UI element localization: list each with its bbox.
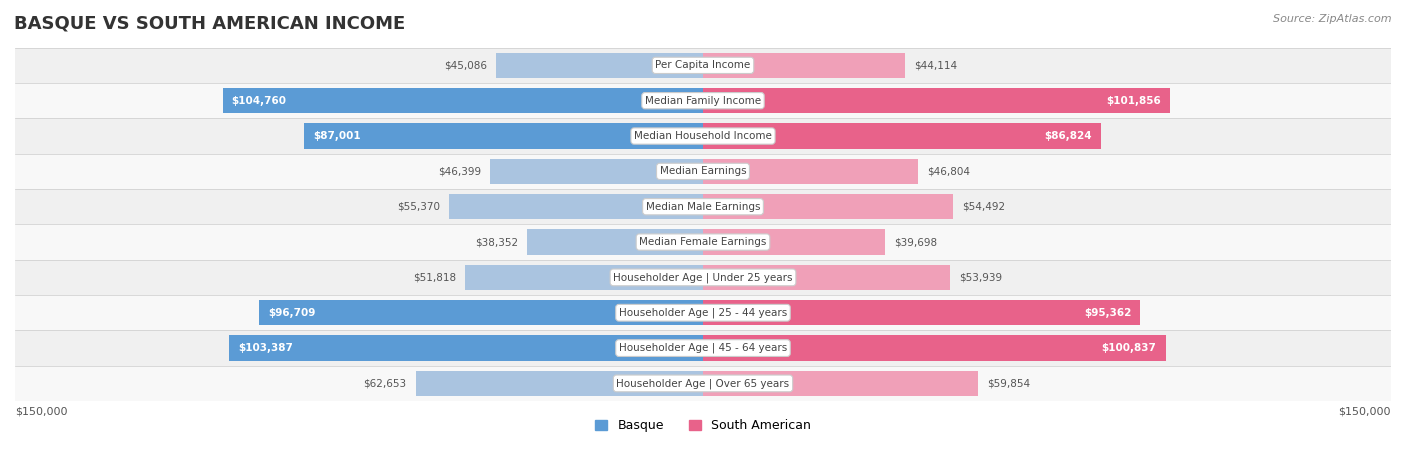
Text: $53,939: $53,939 [959, 272, 1002, 283]
Text: $100,837: $100,837 [1101, 343, 1156, 353]
Bar [222, 88, 703, 113]
Text: Source: ZipAtlas.com: Source: ZipAtlas.com [1274, 14, 1392, 24]
Text: Median Female Earnings: Median Female Earnings [640, 237, 766, 247]
Text: $46,804: $46,804 [927, 166, 970, 177]
Bar [15, 331, 1391, 366]
Bar [229, 335, 703, 361]
Bar [15, 48, 1391, 83]
Bar [703, 335, 1166, 361]
Bar [703, 300, 1140, 325]
Bar [449, 194, 703, 219]
Text: $45,086: $45,086 [444, 60, 486, 71]
Text: Median Earnings: Median Earnings [659, 166, 747, 177]
Text: $39,698: $39,698 [894, 237, 938, 247]
Bar [15, 154, 1391, 189]
Text: $87,001: $87,001 [314, 131, 361, 141]
Bar [703, 88, 1170, 113]
Bar [491, 159, 703, 184]
Bar [15, 295, 1391, 331]
Text: $44,114: $44,114 [914, 60, 957, 71]
Bar [15, 118, 1391, 154]
Text: $96,709: $96,709 [269, 308, 316, 318]
Text: BASQUE VS SOUTH AMERICAN INCOME: BASQUE VS SOUTH AMERICAN INCOME [14, 14, 405, 32]
Bar [527, 229, 703, 255]
Text: $103,387: $103,387 [238, 343, 292, 353]
Text: $104,760: $104,760 [232, 96, 287, 106]
Text: $86,824: $86,824 [1045, 131, 1092, 141]
Text: Median Male Earnings: Median Male Earnings [645, 202, 761, 212]
Text: $55,370: $55,370 [396, 202, 440, 212]
Text: Householder Age | Under 25 years: Householder Age | Under 25 years [613, 272, 793, 283]
Bar [15, 224, 1391, 260]
Text: Householder Age | 45 - 64 years: Householder Age | 45 - 64 years [619, 343, 787, 354]
Text: $95,362: $95,362 [1084, 308, 1132, 318]
Bar [15, 366, 1391, 401]
Bar [496, 53, 703, 78]
Text: $150,000: $150,000 [15, 406, 67, 417]
Bar [703, 123, 1101, 149]
Bar [703, 265, 950, 290]
Text: $54,492: $54,492 [962, 202, 1005, 212]
Text: $59,854: $59,854 [987, 378, 1029, 389]
Legend: Basque, South American: Basque, South American [589, 414, 817, 437]
Text: Per Capita Income: Per Capita Income [655, 60, 751, 71]
Bar [15, 83, 1391, 118]
Bar [416, 371, 703, 396]
Text: $51,818: $51,818 [413, 272, 456, 283]
Bar [703, 159, 918, 184]
Text: Median Family Income: Median Family Income [645, 96, 761, 106]
Text: $38,352: $38,352 [475, 237, 517, 247]
Text: Householder Age | 25 - 44 years: Householder Age | 25 - 44 years [619, 307, 787, 318]
Text: Householder Age | Over 65 years: Householder Age | Over 65 years [616, 378, 790, 389]
Text: $46,399: $46,399 [437, 166, 481, 177]
Bar [703, 53, 905, 78]
Bar [703, 371, 977, 396]
Text: $101,856: $101,856 [1107, 96, 1161, 106]
Bar [703, 194, 953, 219]
Bar [304, 123, 703, 149]
Text: $150,000: $150,000 [1339, 406, 1391, 417]
Bar [15, 260, 1391, 295]
Text: Median Household Income: Median Household Income [634, 131, 772, 141]
Bar [465, 265, 703, 290]
Bar [260, 300, 703, 325]
Bar [703, 229, 886, 255]
Text: $62,653: $62,653 [363, 378, 406, 389]
Bar [15, 189, 1391, 224]
